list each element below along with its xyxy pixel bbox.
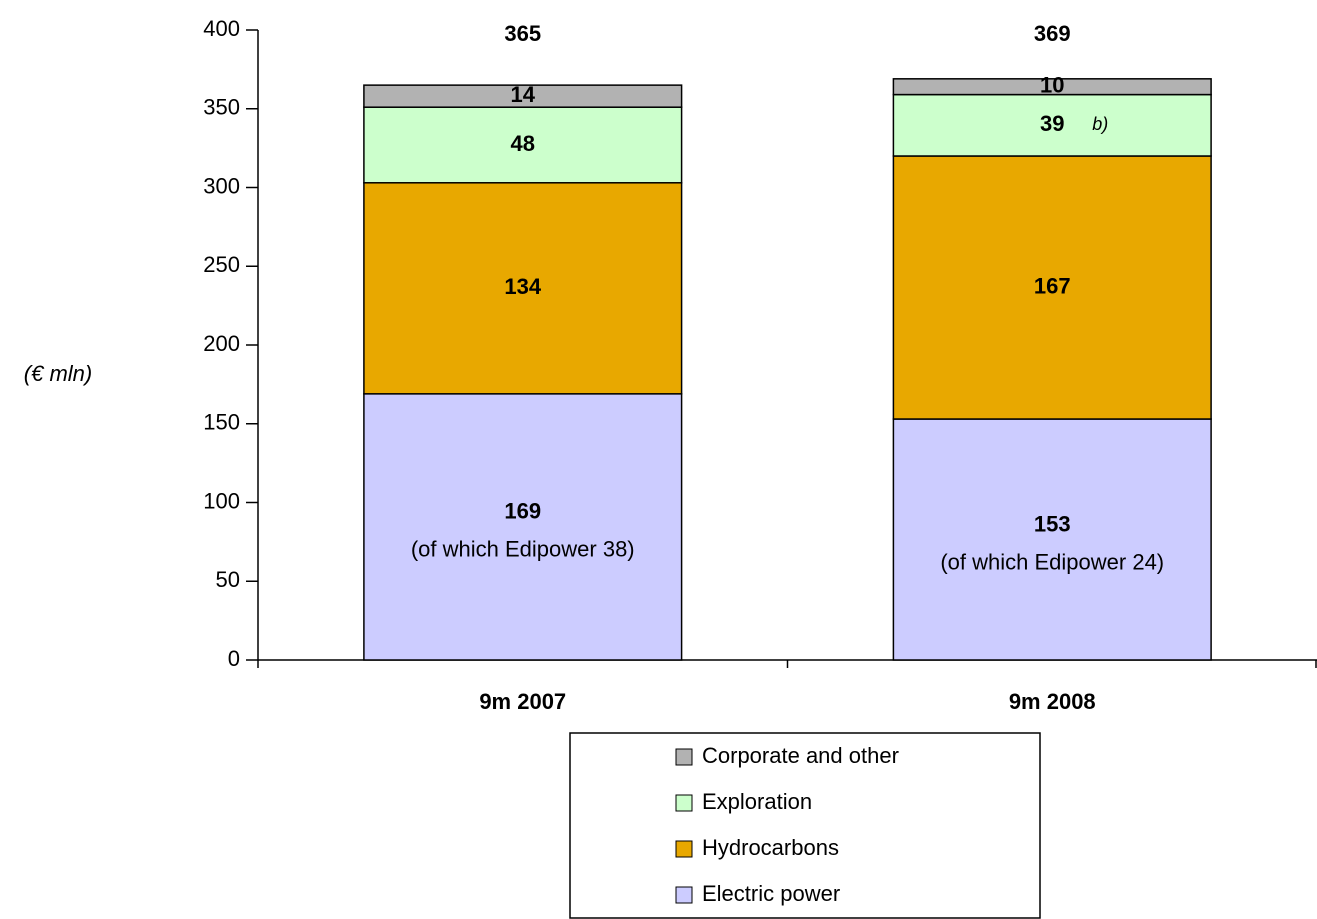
data-label: 39	[1040, 111, 1064, 136]
bar-segment	[892, 155, 1212, 420]
y-axis-label: (€ mln)	[24, 361, 92, 386]
data-label: 167	[1034, 273, 1071, 298]
bar-segment	[892, 78, 1212, 96]
annotation: (of which Edipower 38)	[411, 537, 635, 562]
data-label: 169	[504, 499, 541, 524]
y-tick-label: 200	[203, 331, 240, 356]
y-tick-label: 50	[216, 567, 240, 592]
data-label: 48	[511, 131, 535, 156]
legend-label: Electric power	[702, 881, 840, 906]
total-label: 369	[1034, 21, 1071, 46]
x-tick-label: 9m 2008	[1009, 689, 1096, 714]
data-label: 14	[511, 82, 536, 107]
y-tick-label: 250	[203, 252, 240, 277]
y-tick-label: 0	[228, 646, 240, 671]
legend-swatch	[675, 794, 693, 812]
y-tick-label: 350	[203, 95, 240, 120]
y-tick-label: 400	[203, 16, 240, 41]
legend-label: Exploration	[702, 789, 812, 814]
bar-segment	[363, 393, 683, 661]
bar-segment	[363, 106, 683, 184]
data-label: 134	[504, 274, 541, 299]
x-tick-label: 9m 2007	[479, 689, 566, 714]
bar-segment	[363, 182, 683, 395]
legend-label: Corporate and other	[702, 743, 899, 768]
annotation: (of which Edipower 24)	[940, 549, 1164, 574]
bar-segment	[363, 84, 683, 108]
legend-box	[569, 732, 1041, 919]
y-tick-label: 300	[203, 173, 240, 198]
bar-segment	[892, 418, 1212, 661]
total-label: 365	[504, 21, 541, 46]
legend-label: Hydrocarbons	[702, 835, 839, 860]
bar-segment	[892, 93, 1212, 157]
y-tick-label: 150	[203, 410, 240, 435]
y-tick-label: 100	[203, 488, 240, 513]
data-label: 10	[1040, 73, 1064, 98]
legend-swatch	[675, 886, 693, 904]
legend-swatch	[675, 840, 693, 858]
data-label: 153	[1034, 511, 1071, 536]
note: b)	[1092, 114, 1108, 134]
legend-swatch	[675, 748, 693, 766]
